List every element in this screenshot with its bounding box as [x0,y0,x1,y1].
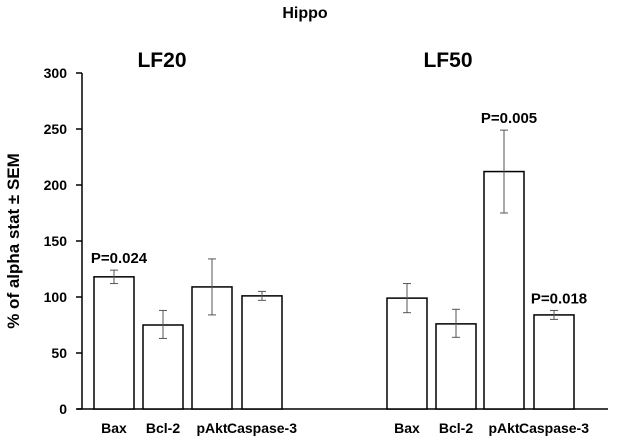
bar [533,314,575,410]
bar [241,295,283,410]
y-tick-label: 200 [44,177,68,193]
p-value-label: P=0.024 [91,250,148,267]
x-tick-label: pAkt [488,420,519,436]
bar-groups: LF20 LF50 [137,49,472,72]
x-tick-label: Caspase-3 [227,420,297,436]
bar [142,324,184,410]
group-label: LF50 [423,49,472,72]
bar [386,297,428,410]
y-tick-label: 300 [44,65,68,81]
x-tick-label: Bax [101,420,127,436]
y-tick-label: 50 [51,345,67,361]
y-axis-ticks: 0 50 100 150 200 250 300 [44,65,82,417]
y-tick-label: 0 [59,401,67,417]
p-value-label: P=0.018 [531,290,587,307]
group-label: LF20 [137,49,186,72]
bars [93,129,575,410]
y-tick-label: 100 [44,289,68,305]
x-tick-label: Caspase-3 [519,420,589,436]
p-value-label: P=0.005 [481,110,537,127]
x-tick-label: pAkt [196,420,227,436]
y-axis-label: % of alpha stat ± SEM [4,153,23,329]
y-tick-label: 250 [44,121,68,137]
y-tick-label: 150 [44,233,68,249]
x-tick-label: Bcl-2 [146,420,180,436]
bar [93,276,135,410]
x-tick-label: Bcl-2 [439,420,473,436]
chart-title: Hippo [282,5,328,22]
x-tick-label: Bax [394,420,420,436]
